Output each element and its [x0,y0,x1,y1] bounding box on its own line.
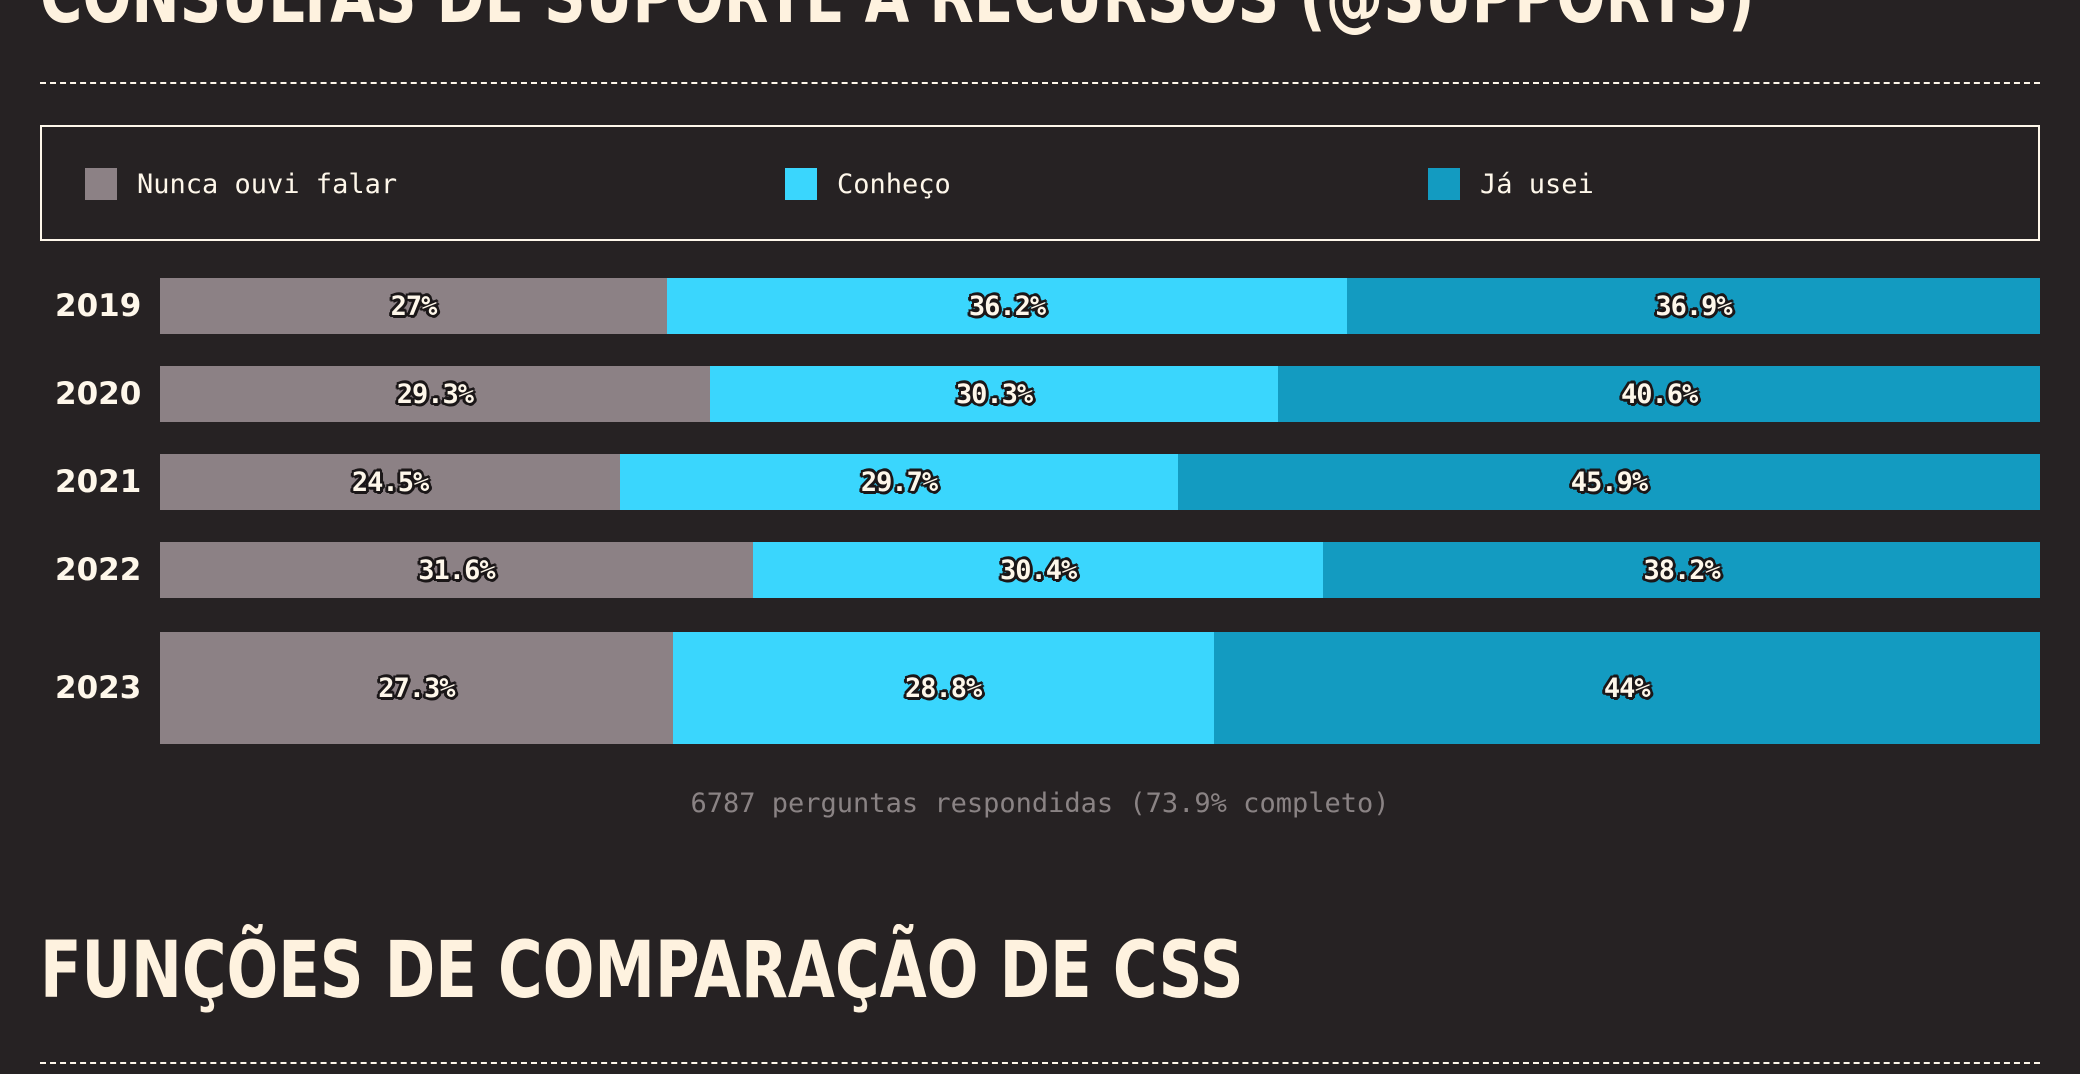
bar-segment-never-heard-2023[interactable]: 27.3% [160,632,673,744]
bar-row-2021: 2021 24.5% 29.7% 45.9% [40,454,2040,510]
legend-label-never-heard: Nunca ouvi falar [137,168,398,200]
data-label-know-2022: 30.4% [999,554,1077,586]
bar-track-2020: 29.3% 30.3% 40.6% [160,366,2040,422]
data-label-used-2023: 44% [1603,672,1651,704]
data-label-used-2022: 38.2% [1643,554,1720,586]
bar-track-2019: 27% 36.2% 36.9% [160,278,2040,334]
data-label-know-2021: 29.7% [860,466,938,498]
stacked-bar-chart: 2019 27% 36.2% 36.9% 2020 29.3% 30.3% 40.6% 2021… [40,278,2040,748]
bar-segment-never-heard-2022[interactable]: 31.6% [160,542,753,598]
bar-segment-know-2023[interactable]: 28.8% [672,632,1214,744]
responses-footnote: 6787 perguntas respondidas (73.9% comple… [690,788,1390,819]
data-label-never-heard-2022: 31.6% [418,554,495,586]
section-divider [40,82,2040,84]
legend-label-know: Conheço [837,168,951,200]
data-label-never-heard-2020: 29.3% [396,378,474,410]
data-label-know-2023: 28.8% [905,672,982,704]
bar-track-2021: 24.5% 29.7% 45.9% [160,454,2040,510]
data-label-never-heard-2021: 24.5% [351,466,429,498]
bar-segment-never-heard-2019[interactable]: 27% [160,278,668,334]
bar-segment-used-2023[interactable]: 44% [1213,632,2040,744]
data-label-know-2020: 30.3% [955,378,1033,410]
bar-row-2022: 2022 31.6% 30.4% 38.2% [40,542,2040,598]
bar-segment-know-2022[interactable]: 30.4% [752,542,1324,598]
legend-swatch-used [1428,168,1460,200]
bar-track-2022: 31.6% 30.4% 38.2% [160,542,2040,598]
data-label-used-2021: 45.9% [1570,466,1648,498]
bar-segment-used-2022[interactable]: 38.2% [1323,542,2040,598]
legend-swatch-never-heard [85,168,117,200]
bar-segment-never-heard-2020[interactable]: 29.3% [160,366,710,422]
bar-segment-know-2021[interactable]: 29.7% [620,454,1178,510]
legend-item-never-heard[interactable]: Nunca ouvi falar [85,167,397,201]
year-label-2022: 2022 [55,552,142,588]
year-label-2021: 2021 [55,464,142,500]
bar-segment-used-2020[interactable]: 40.6% [1278,366,2040,422]
legend-item-used[interactable]: Já usei [1428,167,1594,201]
section-title-supports: CONSULTAS DE SUPORTE A RECURSOS (@SUPPOR… [40,0,1755,40]
section-divider-bottom [40,1062,2040,1064]
year-label-2020: 2020 [55,376,142,412]
legend-label-used: Já usei [1480,168,1594,200]
bar-row-2023: 2023 27.3% 28.8% 44% [40,632,2040,744]
chart-legend: Nunca ouvi falar Conheço Já usei [40,125,2040,241]
bar-segment-know-2019[interactable]: 36.2% [667,278,1347,334]
bar-segment-know-2020[interactable]: 30.3% [709,366,1279,422]
year-label-2023: 2023 [55,670,142,706]
bar-track-2023: 27.3% 28.8% 44% [160,632,2040,744]
bar-segment-used-2021[interactable]: 45.9% [1177,454,2040,510]
data-label-know-2019: 36.2% [968,290,1046,322]
data-label-never-heard-2023: 27.3% [378,672,455,704]
bar-row-2019: 2019 27% 36.2% 36.9% [40,278,2040,334]
data-label-never-heard-2019: 27% [390,290,438,322]
section-title-comparison-functions: FUNÇÕES DE COMPARAÇÃO DE CSS [40,926,1244,1016]
legend-item-know[interactable]: Conheço [785,167,951,201]
year-label-2019: 2019 [55,288,142,324]
legend-swatch-know [785,168,817,200]
bar-segment-never-heard-2021[interactable]: 24.5% [160,454,621,510]
data-label-used-2020: 40.6% [1620,378,1698,410]
bar-row-2020: 2020 29.3% 30.3% 40.6% [40,366,2040,422]
bar-segment-used-2019[interactable]: 36.9% [1346,278,2040,334]
data-label-used-2019: 36.9% [1655,290,1732,322]
